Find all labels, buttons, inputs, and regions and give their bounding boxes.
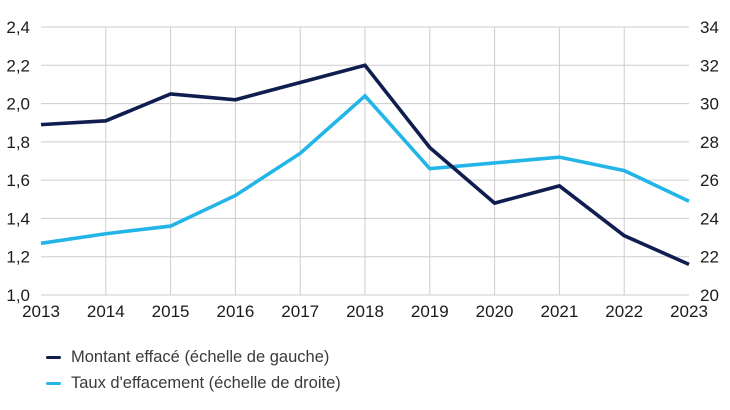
x-axis-tick-label: 2022 (605, 302, 643, 321)
legend-swatch-taux-effacement (46, 381, 61, 386)
x-axis-tick-label: 2016 (216, 302, 254, 321)
x-axis-tick-label: 2014 (87, 302, 125, 321)
left-axis-tick-label: 1,6 (6, 171, 30, 190)
left-axis-tick-label: 1,8 (6, 133, 30, 152)
x-axis-tick-label: 2017 (281, 302, 319, 321)
right-axis-tick-label: 24 (700, 209, 719, 228)
x-axis-tick-label: 2021 (540, 302, 578, 321)
x-axis-tick-label: 2023 (670, 302, 708, 321)
right-axis-tick-label: 34 (700, 18, 719, 37)
legend-label-montant-efface: Montant effacé (échelle de gauche) (71, 348, 330, 366)
right-axis-tick-label: 28 (700, 133, 719, 152)
right-axis-tick-label: 20 (700, 286, 719, 305)
left-axis-tick-label: 1,2 (6, 248, 30, 267)
taux-effacement-line (40, 93, 690, 246)
chart-plot-area: 2,4 342,2 322,0 301,8 281,6 261,4 241,2 221,0 20… (6, 18, 719, 321)
left-axis-tick-label: 2,0 (6, 95, 30, 114)
right-axis-tick-label: 26 (700, 171, 719, 190)
x-axis-tick-label: 2013 (22, 302, 60, 321)
right-axis-tick-label: 22 (700, 248, 719, 267)
x-axis-tick-label: 2020 (476, 302, 514, 321)
montant-efface-line (40, 63, 690, 267)
legend-item-taux-effacement: Taux d'effacement (échelle de droite) (46, 372, 341, 395)
left-axis-tick-label: 1,4 (6, 209, 30, 228)
legend-label-taux-effacement: Taux d'effacement (échelle de droite) (71, 374, 341, 392)
left-axis-tick-label: 1,0 (6, 286, 30, 305)
x-axis-tick-label: 2019 (411, 302, 449, 321)
right-axis-tick-label: 30 (700, 95, 719, 114)
x-axis-tick-label: 2018 (346, 302, 384, 321)
x-axis-tick-label: 2015 (152, 302, 190, 321)
legend-item-montant-efface: Montant effacé (échelle de gauche) (46, 346, 341, 369)
left-axis-tick-label: 2,4 (6, 18, 30, 37)
chart-legend: Montant effacé (échelle de gauche) Taux … (46, 346, 341, 395)
legend-swatch-montant-efface (46, 355, 61, 360)
left-axis-tick-label: 2,2 (6, 56, 30, 75)
right-axis-tick-label: 32 (700, 56, 719, 75)
